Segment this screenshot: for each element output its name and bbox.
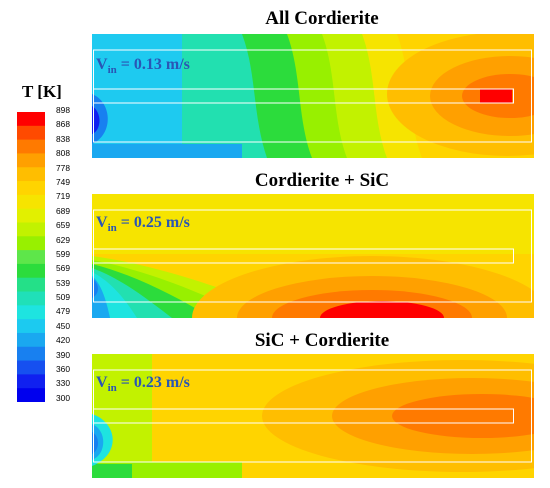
legend-tick-label: 539 bbox=[56, 277, 70, 288]
legend-swatch bbox=[17, 332, 45, 348]
panel-title-all-cordierite: All Cordierite bbox=[265, 8, 379, 29]
legend-swatch bbox=[17, 388, 45, 402]
legend-swatch bbox=[17, 181, 45, 196]
panel-title-sic-cordierite: SiC + Cordierite bbox=[254, 330, 390, 351]
legend-tick-label: 749 bbox=[56, 176, 70, 187]
color-scale-bar bbox=[17, 112, 45, 402]
legend-swatch bbox=[17, 167, 45, 182]
legend-swatch bbox=[17, 346, 45, 362]
legend-swatch bbox=[17, 125, 45, 141]
legend-swatch bbox=[17, 291, 45, 306]
legend-tick-label: 898 bbox=[56, 105, 70, 115]
legend-swatch bbox=[17, 236, 45, 251]
contour-panel-all-cordierite bbox=[92, 34, 534, 158]
legend-tick-label: 360 bbox=[56, 364, 70, 375]
legend-tick-labels: 898 868 838 808 778 749 719 689 659 629 599 569 539 5… bbox=[56, 103, 86, 405]
legend-swatch bbox=[17, 222, 45, 237]
legend-swatch bbox=[17, 305, 45, 320]
legend-swatch bbox=[17, 319, 45, 334]
legend-tick-label: 719 bbox=[56, 191, 70, 202]
contour-panel-sic-cordierite bbox=[92, 354, 534, 478]
legend-tick-label: 450 bbox=[56, 320, 70, 331]
legend-swatch bbox=[17, 194, 45, 210]
legend-tick-label: 808 bbox=[56, 148, 70, 159]
legend-tick-label: 300 bbox=[56, 392, 70, 403]
legend-swatch bbox=[17, 112, 45, 127]
inlet-velocity-label-1: Vin = 0.13 m/s bbox=[96, 56, 190, 77]
legend-swatch bbox=[17, 360, 45, 375]
legend-tick-label: 689 bbox=[56, 205, 70, 216]
legend-tick-label: 778 bbox=[56, 162, 70, 173]
legend-tick-label: 868 bbox=[56, 119, 70, 130]
legend-tick-label: 659 bbox=[56, 220, 70, 231]
legend-tick-label: 509 bbox=[56, 292, 70, 303]
legend-swatch bbox=[17, 139, 45, 154]
contour-panel-cordierite-sic bbox=[92, 194, 534, 318]
legend-tick-label: 479 bbox=[56, 306, 70, 317]
legend-tick-label: 420 bbox=[56, 335, 70, 346]
legend-swatch bbox=[17, 153, 45, 168]
legend-tick-label: 629 bbox=[56, 234, 70, 245]
legend-swatch bbox=[17, 208, 45, 223]
legend-title: T [K] bbox=[22, 82, 62, 101]
legend-tick-label: 838 bbox=[56, 133, 70, 144]
legend-swatch bbox=[17, 250, 45, 265]
legend-tick-label: 599 bbox=[56, 248, 70, 259]
inlet-velocity-label-2: Vin = 0.25 m/s bbox=[96, 214, 190, 235]
legend-tick-label: 569 bbox=[56, 263, 70, 274]
legend-swatch bbox=[17, 374, 45, 389]
legend-swatch bbox=[17, 277, 45, 293]
inlet-velocity-label-3: Vin = 0.23 m/s bbox=[96, 374, 190, 395]
panel-title-cordierite-sic: Cordierite + SiC bbox=[254, 170, 390, 191]
legend-swatch bbox=[17, 263, 45, 279]
legend-tick-label: 330 bbox=[56, 378, 70, 389]
legend-tick-label: 390 bbox=[56, 349, 70, 360]
